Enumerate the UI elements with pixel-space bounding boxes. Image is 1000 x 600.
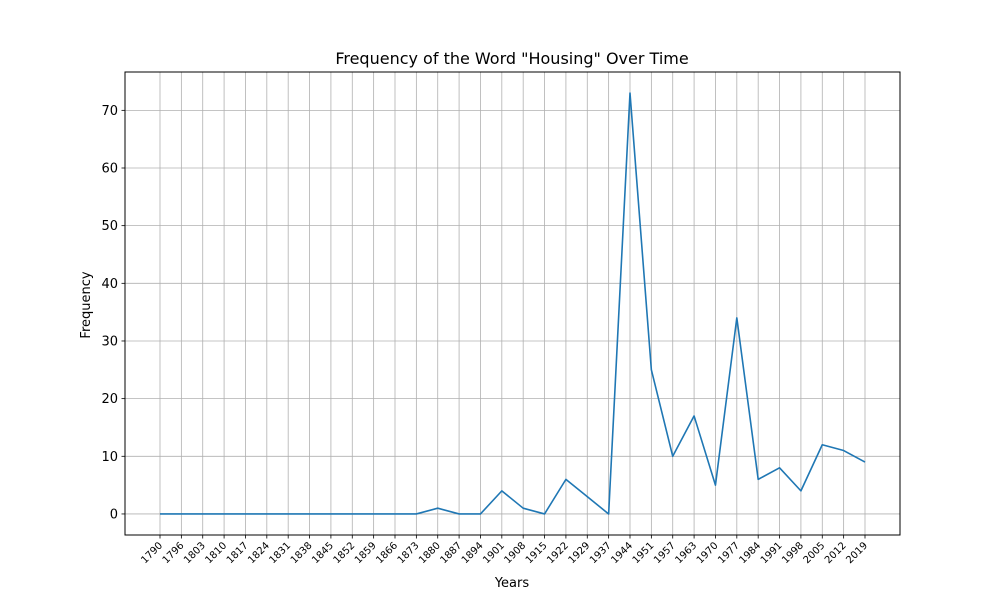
y-tick-label: 0 [110,507,118,522]
y-tick-label: 50 [101,219,118,234]
y-tick-label: 60 [101,162,118,177]
grid [125,72,900,535]
y-tick-label: 70 [101,104,118,119]
series-layer [159,92,866,515]
y-tick-label: 20 [101,392,118,407]
plot-area-frame [124,71,901,536]
y-tick-label: 40 [101,277,118,292]
y-tick-label: 30 [101,334,118,349]
y-axis-label: Frequency [79,271,94,338]
x-axis-label: Years [494,576,530,591]
series-line [160,92,866,515]
y-tick-label: 10 [101,450,118,465]
chart-title: Frequency of the Word "Housing" Over Tim… [335,49,688,68]
